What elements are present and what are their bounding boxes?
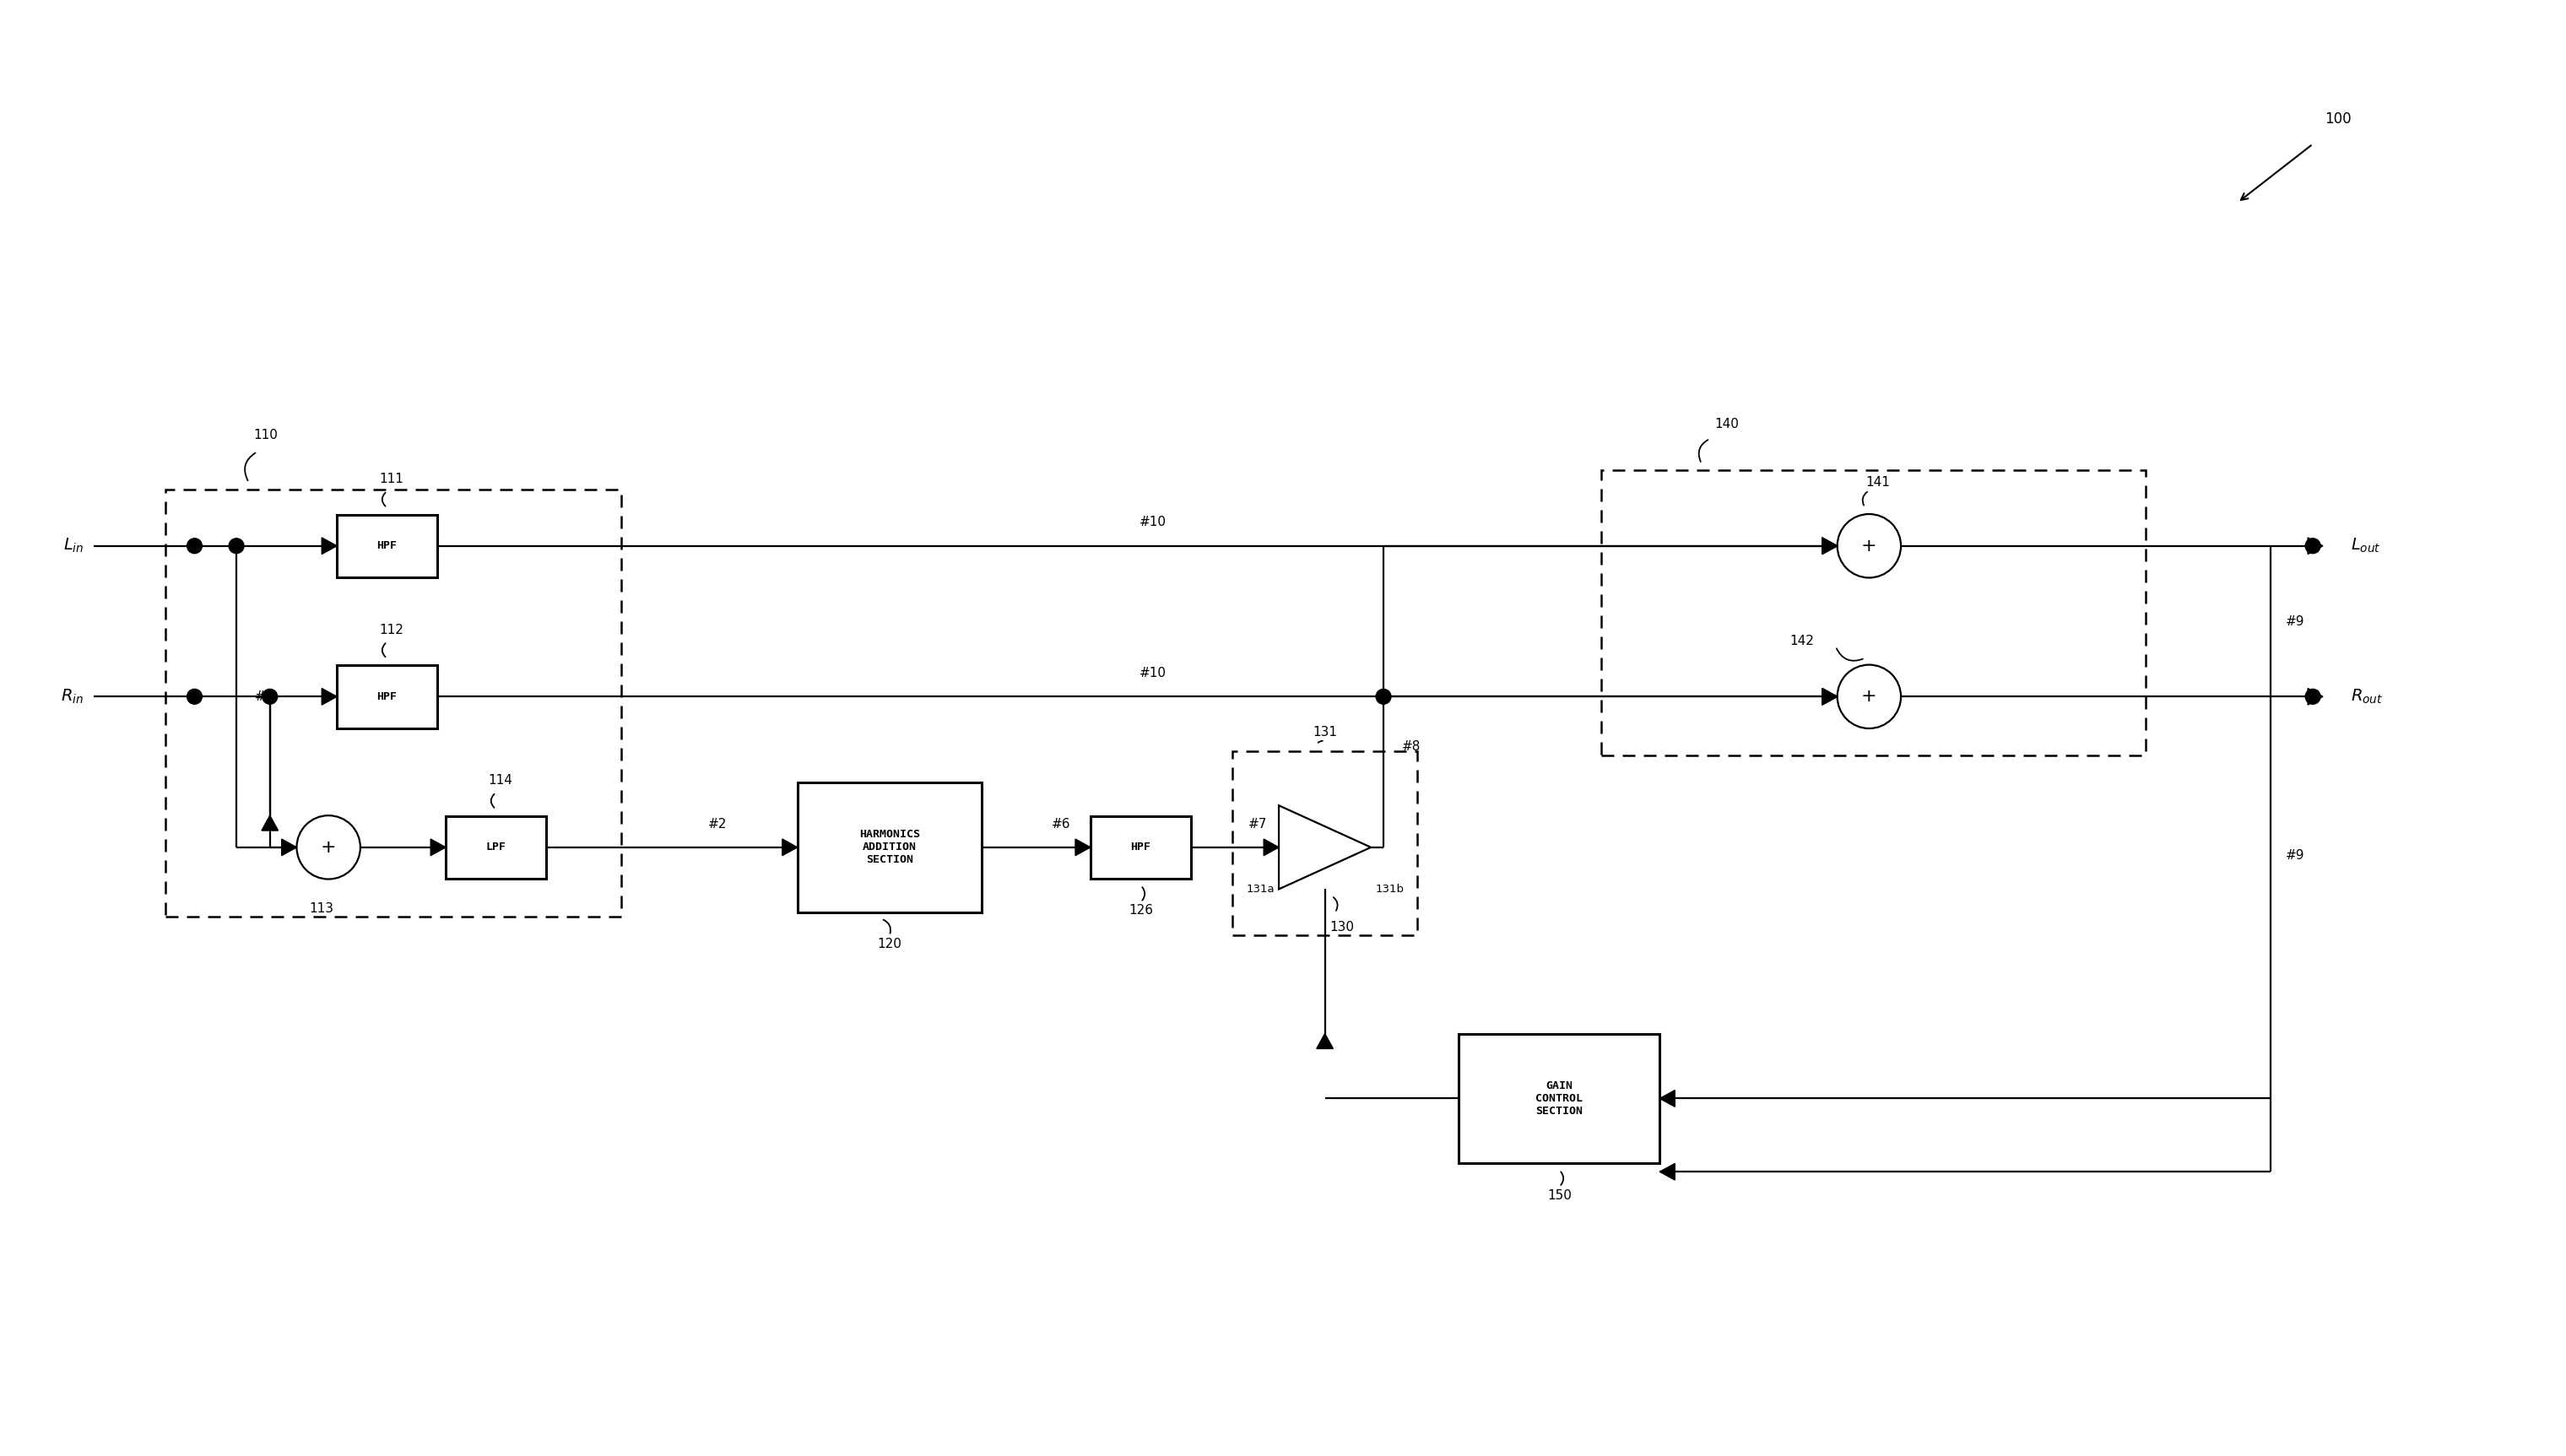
Polygon shape xyxy=(282,839,298,856)
Text: #7: #7 xyxy=(1250,817,1268,830)
Text: +: + xyxy=(1860,537,1876,555)
Polygon shape xyxy=(1075,839,1091,856)
Text: 131b: 131b xyxy=(1375,884,1404,894)
Polygon shape xyxy=(1660,1163,1676,1179)
Text: 131a: 131a xyxy=(1247,884,1275,894)
Text: LPF: LPF xyxy=(485,842,506,853)
Polygon shape xyxy=(431,839,446,856)
Text: 100: 100 xyxy=(2325,111,2350,127)
Bar xyxy=(1601,470,2145,756)
Text: 120: 120 xyxy=(878,938,901,951)
Text: +: + xyxy=(1860,689,1876,705)
Text: 111: 111 xyxy=(380,473,403,486)
Circle shape xyxy=(1837,665,1901,728)
Polygon shape xyxy=(321,689,336,705)
Circle shape xyxy=(262,689,277,705)
Text: 114: 114 xyxy=(488,775,513,788)
Text: #9: #9 xyxy=(2286,849,2304,862)
Text: HPF: HPF xyxy=(1132,842,1150,853)
Circle shape xyxy=(187,539,203,553)
Text: #10: #10 xyxy=(1139,515,1168,529)
Bar xyxy=(446,815,547,879)
Text: HPF: HPF xyxy=(377,540,398,552)
Text: 113: 113 xyxy=(310,903,334,914)
Circle shape xyxy=(1375,689,1391,705)
Text: 130: 130 xyxy=(1329,920,1355,933)
Text: #6: #6 xyxy=(1052,817,1070,830)
Circle shape xyxy=(187,689,203,705)
Text: 131: 131 xyxy=(1314,727,1337,740)
Bar xyxy=(1091,815,1191,879)
Polygon shape xyxy=(1262,839,1278,856)
Text: HARMONICS
ADDITION
SECTION: HARMONICS ADDITION SECTION xyxy=(860,828,919,865)
Polygon shape xyxy=(1660,1091,1676,1107)
Polygon shape xyxy=(2307,689,2322,705)
Bar xyxy=(1460,1034,1660,1163)
Text: 110: 110 xyxy=(254,428,277,441)
Circle shape xyxy=(1837,514,1901,578)
Text: 141: 141 xyxy=(1865,476,1889,489)
Text: #2: #2 xyxy=(708,817,726,830)
Text: #9: #9 xyxy=(2286,614,2304,628)
Polygon shape xyxy=(783,839,798,856)
Text: #8: #8 xyxy=(1401,741,1422,753)
Polygon shape xyxy=(262,815,277,830)
Bar xyxy=(336,665,436,728)
Polygon shape xyxy=(1316,1034,1334,1048)
Text: 112: 112 xyxy=(380,623,403,636)
Bar xyxy=(164,489,621,916)
Text: $R_{in}$: $R_{in}$ xyxy=(62,687,85,706)
Polygon shape xyxy=(1822,537,1837,555)
Text: $R_{out}$: $R_{out}$ xyxy=(2350,687,2384,706)
Text: HPF: HPF xyxy=(377,692,398,702)
Text: 142: 142 xyxy=(1791,635,1814,648)
Polygon shape xyxy=(1822,689,1837,705)
Circle shape xyxy=(2304,689,2320,705)
Bar xyxy=(798,782,983,913)
Polygon shape xyxy=(321,537,336,555)
Bar xyxy=(336,514,436,577)
Polygon shape xyxy=(1822,537,1837,555)
Text: 126: 126 xyxy=(1129,904,1152,917)
Polygon shape xyxy=(2307,537,2322,555)
Polygon shape xyxy=(1278,805,1370,890)
Text: 140: 140 xyxy=(1714,418,1740,431)
Polygon shape xyxy=(1822,689,1837,705)
Circle shape xyxy=(298,815,359,879)
Text: GAIN
CONTROL
SECTION: GAIN CONTROL SECTION xyxy=(1534,1080,1583,1117)
Text: #10: #10 xyxy=(1139,667,1168,680)
Text: $L_{in}$: $L_{in}$ xyxy=(64,537,85,555)
Circle shape xyxy=(228,539,244,553)
Bar xyxy=(1232,751,1416,935)
Text: #1: #1 xyxy=(254,690,275,703)
Text: $L_{out}$: $L_{out}$ xyxy=(2350,537,2381,555)
Text: 150: 150 xyxy=(1547,1190,1570,1201)
Text: +: + xyxy=(321,839,336,856)
Circle shape xyxy=(2304,539,2320,553)
